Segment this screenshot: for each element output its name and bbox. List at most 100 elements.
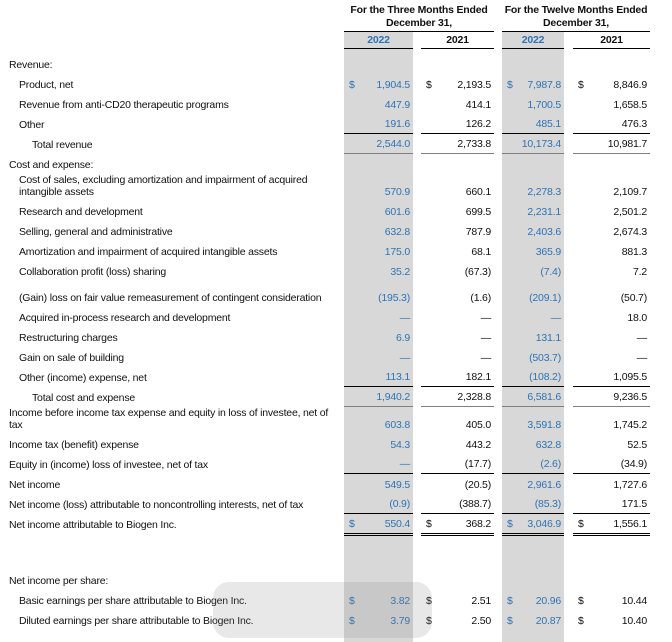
column-gap xyxy=(413,174,421,201)
value-cell: 1,095.5 xyxy=(573,367,650,387)
value-cell: 171.5 xyxy=(573,494,650,514)
value-cell: 2,109.7 xyxy=(573,174,650,201)
column-gap xyxy=(413,327,421,347)
column-gap xyxy=(494,347,502,367)
value-cell: 3,591.8 xyxy=(502,407,564,434)
column-gap xyxy=(494,287,502,307)
value-cell: 175.0 xyxy=(344,241,413,261)
col-group-three-months: For the Three Months Ended December 31, xyxy=(344,4,494,32)
column-gap xyxy=(564,327,573,347)
value: 131.1 xyxy=(535,332,561,344)
column-gap xyxy=(564,514,573,534)
value-cell: $10.44 xyxy=(573,590,650,610)
value-cell: (1.6) xyxy=(421,287,494,307)
column-gap xyxy=(494,454,502,474)
value: 3,591.8 xyxy=(527,419,561,431)
header-gap xyxy=(564,32,573,49)
header-spacer xyxy=(8,32,344,49)
value-cell: 10,173.4 xyxy=(502,134,564,154)
value: 2,674.3 xyxy=(613,226,647,238)
value-cell: $368.2 xyxy=(421,514,494,536)
value: 2,328.8 xyxy=(457,391,491,403)
value-cell: 131.1 xyxy=(502,327,564,347)
value-cell xyxy=(502,570,564,590)
column-gap xyxy=(494,114,502,134)
table-row: Amortization and impairment of acquired … xyxy=(8,241,650,261)
column-gap xyxy=(494,474,502,494)
table-row: Gain on sale of building — — (503.7) — xyxy=(8,347,650,367)
value-cell: (388.7) xyxy=(421,494,494,514)
value: (67.3) xyxy=(464,266,491,278)
column-gap xyxy=(413,154,421,174)
value-cell xyxy=(421,154,494,174)
column-gap xyxy=(564,94,573,114)
currency-symbol: $ xyxy=(578,595,584,607)
value: 414.1 xyxy=(465,99,491,111)
column-gap xyxy=(564,367,573,387)
value: 2.50 xyxy=(471,615,491,627)
header-gap xyxy=(494,32,502,49)
column-gap xyxy=(413,494,421,514)
row-label: Revenue from anti-CD20 therapeutic progr… xyxy=(19,99,229,111)
value-cell: 52.5 xyxy=(573,434,650,454)
table-row: Equity in (income) loss of investee, net… xyxy=(8,454,650,474)
value: (50.7) xyxy=(620,292,647,304)
value-cell: 68.1 xyxy=(421,241,494,261)
value-cell xyxy=(502,154,564,174)
column-gap xyxy=(564,174,573,201)
value-cell: (195.3) xyxy=(344,287,413,307)
value: 6,581.6 xyxy=(527,391,561,403)
value: — xyxy=(399,352,411,364)
value: 2,278.3 xyxy=(527,186,561,198)
value: 126.2 xyxy=(465,118,491,130)
value-cell xyxy=(344,54,413,74)
value: 52.5 xyxy=(627,439,647,451)
column-gap xyxy=(413,570,421,590)
column-gap xyxy=(564,287,573,307)
column-gap xyxy=(413,261,421,281)
value: 54.3 xyxy=(390,439,410,451)
currency-symbol: $ xyxy=(507,595,513,607)
column-gap xyxy=(564,434,573,454)
value-cell: 603.8 xyxy=(344,407,413,434)
column-gap xyxy=(413,610,421,630)
value-cell xyxy=(344,570,413,590)
value-cell: 443.2 xyxy=(421,434,494,454)
value: — xyxy=(480,332,492,344)
value-cell: 2,231.1 xyxy=(502,201,564,221)
row-label: Basic earnings per share attributable to… xyxy=(19,595,247,607)
column-gap xyxy=(494,434,502,454)
value-cell: — xyxy=(344,454,413,474)
table-row: Cost of sales, excluding amortization an… xyxy=(8,174,650,201)
currency-symbol: $ xyxy=(349,615,355,627)
value-cell: 405.0 xyxy=(421,407,494,434)
column-gap xyxy=(564,387,573,407)
value: (388.7) xyxy=(459,498,491,510)
column-gap xyxy=(564,261,573,281)
row-label: Total revenue xyxy=(32,139,93,151)
value-cell xyxy=(421,54,494,74)
currency-symbol: $ xyxy=(578,615,584,627)
row-label: Gain on sale of building xyxy=(19,352,124,364)
column-gap xyxy=(413,454,421,474)
column-gap xyxy=(564,54,573,74)
column-gap xyxy=(494,261,502,281)
row-label: Net income (loss) attributable to noncon… xyxy=(9,499,304,511)
currency-symbol: $ xyxy=(349,595,355,607)
row-label: Net income xyxy=(9,479,61,491)
table-rows: Revenue: Product, net $1,904.5 $2,193.5 $7,9… xyxy=(8,54,650,630)
value-cell: 7.2 xyxy=(573,261,650,281)
value-cell xyxy=(573,570,650,590)
value-cell: $20.96 xyxy=(502,590,564,610)
table-row: (Gain) loss on fair value remeasurement … xyxy=(8,287,650,307)
row-label: Income tax (benefit) expense xyxy=(9,439,139,451)
value-cell: 447.9 xyxy=(344,94,413,114)
row-label: Total cost and expense xyxy=(32,392,136,404)
value-cell: 126.2 xyxy=(421,114,494,134)
column-gap xyxy=(413,367,421,387)
value-cell: 35.2 xyxy=(344,261,413,281)
currency-symbol: $ xyxy=(426,595,432,607)
value-cell: 54.3 xyxy=(344,434,413,454)
